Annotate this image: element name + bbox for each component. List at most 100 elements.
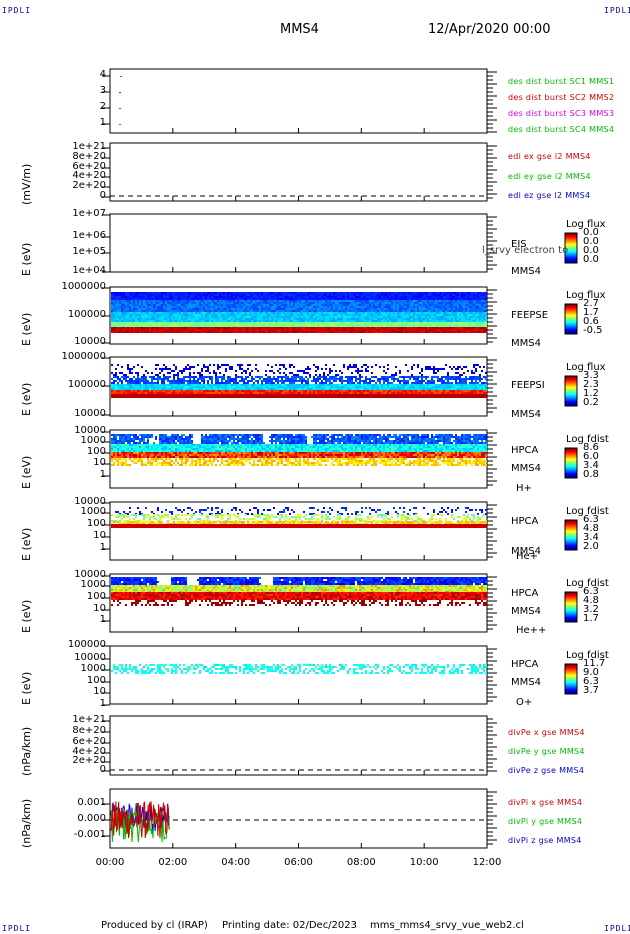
x-tick-label: 08:00 (346, 857, 376, 868)
y-tick-label: 0 (99, 764, 106, 775)
colorbar-value: 9.0 (583, 667, 599, 678)
legend-entry: des dist burst SC4 MMS4 (508, 125, 615, 134)
colorbar-value: 0.0 (583, 227, 599, 238)
x-tick-label: 12:00 (472, 857, 502, 868)
y-axis-label: (nPa/km) (20, 798, 33, 848)
y-tick-label: 2e+20 (72, 755, 106, 766)
colorbar-value: 11.7 (583, 658, 606, 669)
colorbar-value: 8.6 (583, 442, 599, 453)
y-tick-label: 100000 (67, 309, 106, 320)
y-tick-label: 1000000 (61, 281, 106, 292)
burst-marker (120, 76, 122, 77)
y-tick-label: -0.001 (73, 829, 106, 840)
corner-label-top-right: IPDLI (604, 6, 630, 15)
y-tick-label: 10000 (74, 569, 106, 580)
instrument-label: O+ (516, 697, 533, 708)
y-tick-label: 1000 (80, 663, 106, 674)
colorbar (564, 591, 578, 623)
colorbar-value: 6.3 (583, 676, 599, 687)
colorbar (564, 375, 578, 407)
x-tick-label: 06:00 (284, 857, 313, 868)
instrument-label: MMS4 (511, 546, 541, 557)
burst-marker (119, 124, 121, 125)
legend-entry: des dist burst SC1 MMS1 (508, 77, 615, 86)
legend-entry: edi ez gse l2 MMS4 (508, 191, 591, 200)
panel-overlay-text: l_srvy electron to (482, 245, 569, 256)
y-tick-label: 1e+21 (72, 714, 106, 725)
y-axis-label: E (eV) (20, 382, 33, 416)
corner-label-top-left: IPDLI (2, 6, 32, 15)
y-tick-label: 4e+20 (72, 746, 106, 757)
legend-entry: edi ey gse l2 MMS4 (508, 172, 591, 181)
spectrogram-7 (111, 577, 487, 606)
y-tick-label: 8e+20 (72, 725, 106, 736)
y-axis-label: (mV/m) (20, 163, 33, 205)
colorbar-value: 6.3 (583, 514, 599, 525)
instrument-label: HPCA (511, 445, 539, 456)
legend-entry: divPe x gse MMS4 (508, 728, 585, 737)
colorbar-value: 1.7 (583, 613, 599, 624)
colorbar-title: Log flux (566, 290, 606, 301)
x-tick-label: 00:00 (95, 857, 125, 868)
instrument-label: MMS4 (511, 677, 541, 688)
x-tick-label: 10:00 (409, 857, 439, 868)
y-tick-label: 4e+20 (72, 170, 106, 181)
x-tick-label: 02:00 (158, 857, 188, 868)
colorbar-value: 0.0 (583, 245, 599, 256)
instrument-label: HPCA (511, 516, 539, 527)
colorbar-value: 0.8 (583, 469, 599, 480)
colorbar-value: 0.0 (583, 254, 599, 265)
y-tick-label: 10000 (74, 496, 106, 507)
colorbar-title: Log fdist (566, 434, 609, 445)
y-tick-label: 1 (99, 614, 106, 625)
legend-entry: divPi x gse MMS4 (508, 798, 583, 807)
y-tick-label: 100000 (67, 639, 106, 650)
colorbar-value: 3.4 (583, 532, 599, 543)
instrument-label: MMS4 (511, 463, 541, 474)
y-tick-label: 1000 (80, 435, 106, 446)
panel-frame-9 (109, 715, 488, 776)
colorbar-value: 1.7 (583, 307, 599, 318)
y-tick-label: 6e+20 (72, 161, 106, 172)
corner-label-bottom-left: IPDLI (2, 924, 32, 933)
y-tick-label: 1000 (80, 579, 106, 590)
y-tick-label: 1e+05 (72, 246, 106, 257)
y-axis-label: E (eV) (20, 527, 33, 561)
colorbar (564, 663, 578, 695)
instrument-label: HPCA (511, 588, 539, 599)
instrument-label: H+ (516, 483, 532, 494)
colorbar-value: 2.3 (583, 379, 599, 390)
panel-frame-2 (109, 213, 488, 273)
instrument-label: HPCA (511, 659, 539, 670)
footer-produced-by: Produced by cl (IRAP) (101, 920, 208, 931)
panel-frame-0 (109, 68, 488, 134)
y-tick-label: 1 (99, 698, 106, 709)
y-tick-label: 100 (86, 446, 106, 457)
datetime-title: 12/Apr/2020 00:00 (428, 22, 551, 37)
legend-entry: divPe z gse MMS4 (508, 766, 585, 775)
y-tick-label: 10 (93, 530, 106, 541)
panel-frame-1 (109, 142, 488, 202)
legend-entry: edi ex gse l2 MMS4 (508, 152, 591, 161)
y-axis-label: E (eV) (20, 671, 33, 705)
y-tick-label: 10000 (74, 336, 106, 347)
colorbar-title: Log fdist (566, 578, 609, 589)
corner-label-bottom-right: IPDLI (604, 924, 630, 933)
y-tick-label: 100 (86, 518, 106, 529)
legend-entry: des dist burst SC2 MMS2 (508, 93, 615, 102)
colorbar-title: Log fdist (566, 650, 609, 661)
instrument-label: FEEPSE (511, 310, 549, 321)
colorbar (564, 232, 578, 264)
colorbar-value: 0.0 (583, 236, 599, 247)
y-tick-label: 1000000 (61, 351, 106, 362)
y-tick-label: 1e+21 (72, 141, 106, 152)
y-tick-label: 1 (99, 469, 106, 480)
colorbar-value: 3.3 (583, 370, 599, 381)
y-tick-label: 0.001 (77, 797, 106, 808)
y-tick-label: 100000 (67, 379, 106, 390)
y-tick-label: 1000 (80, 506, 106, 517)
burst-marker (119, 92, 121, 93)
colorbar (564, 447, 578, 479)
colorbar-value: -0.5 (583, 325, 603, 336)
